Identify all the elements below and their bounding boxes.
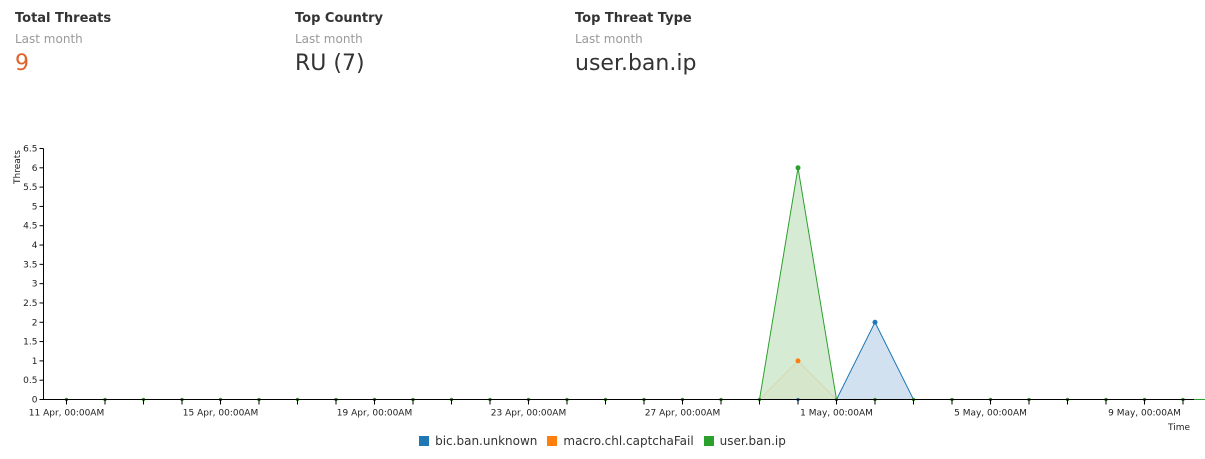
x-tick-label: 5 May, 00:00AM xyxy=(954,409,1027,419)
top-country-label: Top Country xyxy=(295,11,383,26)
y-tick-label: 5 xyxy=(32,202,38,212)
series-line-user.ban.ip xyxy=(66,167,1205,400)
legend-swatch xyxy=(419,436,430,446)
legend-label: macro.chl.captchaFail xyxy=(563,434,694,448)
y-tick-label: 2 xyxy=(32,318,38,328)
legend-label: user.ban.ip xyxy=(719,434,786,448)
plot-area xyxy=(64,165,1205,402)
y-tick-label: 1.5 xyxy=(23,338,37,348)
x-tick-label: 1 May, 00:00AM xyxy=(800,409,873,419)
y-tick-label: 3.5 xyxy=(23,260,37,270)
series-area-user.ban.ip xyxy=(66,167,1205,400)
y-tick-label: 0.5 xyxy=(23,376,37,386)
series-area-bic.ban.unknown xyxy=(66,322,1205,400)
top-threat-type-period: Last month xyxy=(575,32,643,46)
y-axis: 0 0.5 1 1.5 2 2.5 3 3.5 4 4.5 5 5.5 6 6.5 xyxy=(23,145,44,406)
y-tick-label: 6 xyxy=(32,164,38,174)
x-tick-label: 9 May, 00:00AM xyxy=(1108,409,1181,419)
top-country-period: Last month xyxy=(295,32,363,46)
top-threat-type-stat: Top Threat Type Last month user.ban.ip xyxy=(575,10,696,78)
data-point[interactable] xyxy=(872,319,878,325)
x-tick-label: 19 Apr, 00:00AM xyxy=(337,409,412,419)
y-tick-label: 1 xyxy=(32,357,38,367)
total-threats-stat: Total Threats Last month 9 xyxy=(15,10,111,78)
x-tick-label: 15 Apr, 00:00AM xyxy=(183,409,258,419)
total-threats-label: Total Threats xyxy=(15,11,112,26)
total-threats-value: 9 xyxy=(15,51,29,76)
legend-item-bic.ban.unknown[interactable]: bic.ban.unknown xyxy=(419,434,537,448)
series-line-bic.ban.unknown xyxy=(66,321,1205,400)
y-tick-label: 0 xyxy=(32,396,38,406)
y-tick-label: 2.5 xyxy=(23,299,37,309)
top-country-value: RU (7) xyxy=(295,51,365,76)
series-area-macro.chl.captchaFail xyxy=(66,360,1205,400)
y-tick-label: 3 xyxy=(32,280,38,290)
series-line-macro.chl.captchaFail xyxy=(66,360,1205,400)
y-tick-label: 4 xyxy=(32,241,38,251)
data-point[interactable] xyxy=(795,358,801,364)
legend-label: bic.ban.unknown xyxy=(435,434,538,448)
top-country-stat: Top Country Last month RU (7) xyxy=(295,10,383,78)
y-tick-label: 5.5 xyxy=(23,183,37,193)
x-axis-title: Time xyxy=(1167,423,1190,432)
y-axis-title: Threats xyxy=(13,150,23,185)
total-threats-period: Last month xyxy=(15,32,83,46)
legend-item-user.ban.ip[interactable]: user.ban.ip xyxy=(703,434,786,448)
legend-swatch xyxy=(703,436,714,446)
legend-item-macro.chl.captchaFail[interactable]: macro.chl.captchaFail xyxy=(547,434,694,448)
top-threat-type-value: user.ban.ip xyxy=(575,51,697,76)
legend-swatch xyxy=(547,436,558,446)
threats-area-chart[interactable]: 0 0.5 1 1.5 2 2.5 3 3.5 4 4.5 5 5.5 6 6.5 11 Apr, 00:… xyxy=(0,120,1205,432)
x-axis: 11 Apr, 00:00AM 15 Apr, 00:00AM 19 Apr, 00… xyxy=(29,399,1194,419)
x-tick-label: 23 Apr, 00:00AM xyxy=(491,409,566,419)
data-point[interactable] xyxy=(795,165,801,171)
x-tick-label: 11 Apr, 00:00AM xyxy=(29,409,104,419)
y-tick-label: 4.5 xyxy=(23,222,37,232)
y-tick-label: 6.5 xyxy=(23,145,37,155)
x-tick-label: 27 Apr, 00:00AM xyxy=(645,409,720,419)
chart-legend: bic.ban.unknown macro.chl.captchaFail user… xyxy=(0,434,1205,449)
summary-stats: Total Threats Last month 9 Top Country L… xyxy=(0,0,1205,110)
top-threat-type-label: Top Threat Type xyxy=(575,11,692,26)
